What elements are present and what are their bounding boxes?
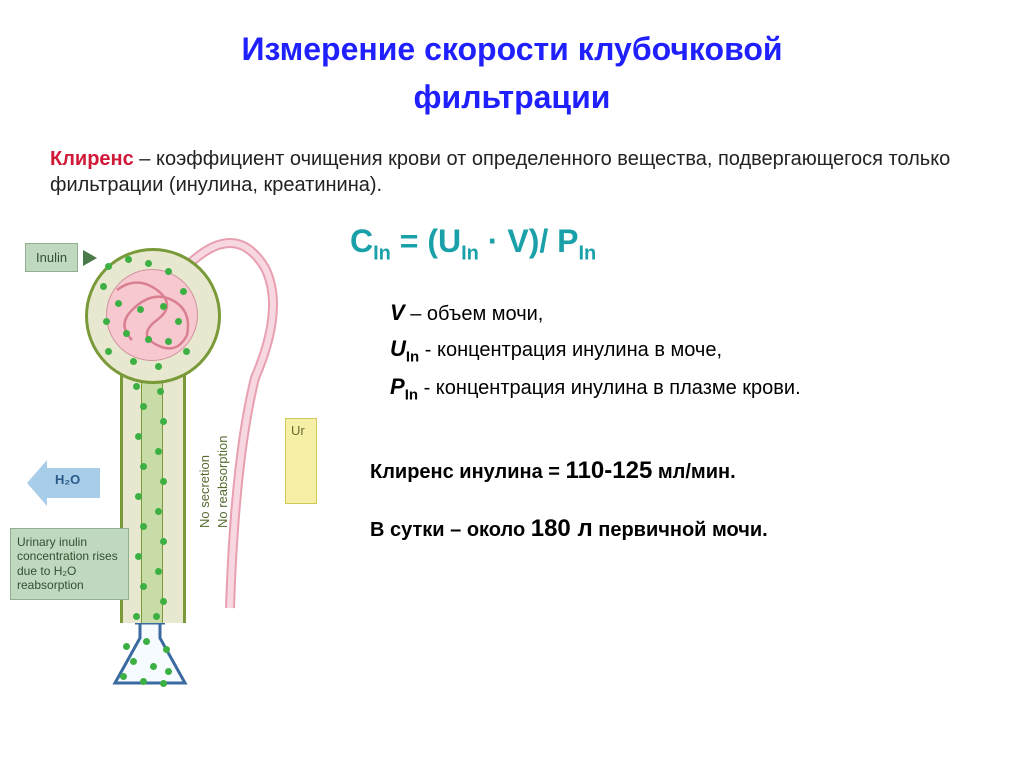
inulin-dot <box>135 493 142 500</box>
inulin-dot <box>133 383 140 390</box>
inulin-dot <box>123 643 130 650</box>
concentration-box: Urinary inulin concentration rises due t… <box>10 528 129 600</box>
inulin-dot <box>133 613 140 620</box>
def-v-text: – объем мочи, <box>405 303 544 325</box>
inulin-dot <box>140 523 147 530</box>
intro-paragraph: Клиренс – коэффициент очищения крови от … <box>0 121 1024 198</box>
daily-rest: первичной мочи. <box>593 519 768 541</box>
def-v-sym: V <box>390 300 405 325</box>
inulin-dot <box>155 568 162 575</box>
inulin-dot <box>183 348 190 355</box>
title-line-1: Измерение скорости клубочковой <box>241 31 782 67</box>
inulin-dot <box>140 583 147 590</box>
no-secretion-label: No secretion <box>197 455 212 528</box>
formula-close: )/ <box>529 223 557 259</box>
tubule <box>120 373 186 623</box>
daily-label: В сутки – около <box>370 519 531 541</box>
def-u-text: - концентрация инулина в моче, <box>419 339 722 361</box>
clearance-value-line: Клиренс инулина = 110-125 мл/мин. <box>370 457 1000 485</box>
inulin-dot <box>143 638 150 645</box>
term-clearance: Клиренс <box>50 148 134 170</box>
def-u-sym: UIn <box>390 336 419 361</box>
inulin-dot <box>160 418 167 425</box>
inulin-dot <box>160 680 167 687</box>
def-v: V – объем мочи, <box>390 295 1000 330</box>
intro-rest: – коэффициент очищения крови от определе… <box>50 148 950 196</box>
inulin-dot <box>155 508 162 515</box>
formula-dot: · <box>479 223 507 259</box>
formula-C: С <box>350 223 373 259</box>
inulin-dot <box>165 338 172 345</box>
clearance-value: 110-125 <box>566 457 653 484</box>
page-title: Измерение скорости клубочковой фильтраци… <box>0 0 1024 121</box>
title-line-2: фильтрации <box>414 79 611 115</box>
formula-U-sub: In <box>461 242 479 264</box>
inulin-dot <box>140 403 147 410</box>
inulin-dot <box>165 268 172 275</box>
formula-P-sub: In <box>578 242 596 264</box>
inulin-dot <box>175 318 182 325</box>
inulin-dot <box>105 263 112 270</box>
h2o-label: H₂O <box>55 472 80 487</box>
inulin-dot <box>103 318 110 325</box>
inulin-dot <box>115 300 122 307</box>
def-u: UIn - концентрация инулина в моче, <box>390 331 1000 369</box>
inulin-dot <box>100 283 107 290</box>
inulin-dot <box>153 613 160 620</box>
inulin-dot <box>157 388 164 395</box>
inulin-dot <box>105 348 112 355</box>
inulin-dot <box>137 306 144 313</box>
inulin-dot <box>180 288 187 295</box>
capillary-squiggle <box>107 270 197 360</box>
inulin-dot <box>155 448 162 455</box>
formula-V: V <box>507 223 528 259</box>
inulin-dot <box>160 478 167 485</box>
def-p-sym: РIn <box>390 374 418 399</box>
clearance-formula: СIn = (UIn · V)/ РIn <box>350 223 1000 265</box>
inulin-dot <box>125 256 132 263</box>
content-area: Inulin H₂O Urinary inulin concentrati <box>0 208 1024 708</box>
clearance-label: Клиренс инулина = <box>370 461 566 483</box>
inulin-dot <box>160 303 167 310</box>
inulin-dot <box>140 463 147 470</box>
right-panel: СIn = (UIn · V)/ РIn V – объем мочи, UIn… <box>320 223 1000 543</box>
def-p-text: - концентрация инулина в плазме крови. <box>418 377 801 399</box>
formula-C-sub: In <box>373 242 391 264</box>
inulin-dot <box>163 646 170 653</box>
urine-box: Ur <box>285 418 317 504</box>
inulin-dot <box>120 673 127 680</box>
inulin-dot <box>130 358 137 365</box>
inulin-dot <box>160 538 167 545</box>
inulin-dot <box>150 663 157 670</box>
formula-eq: = ( <box>391 223 438 259</box>
inulin-dot <box>130 658 137 665</box>
daily-value: 180 л <box>531 515 593 542</box>
daily-urine-line: В сутки – около 180 л первичной мочи. <box>370 515 1000 543</box>
inulin-dot <box>165 668 172 675</box>
inulin-dot <box>135 433 142 440</box>
inulin-dot <box>123 330 130 337</box>
inulin-dot <box>145 260 152 267</box>
clearance-unit: мл/мин. <box>652 461 735 483</box>
glomerulus-capillary <box>106 269 198 361</box>
formula-P: Р <box>557 223 578 259</box>
inulin-dot <box>140 678 147 685</box>
inulin-dot <box>160 598 167 605</box>
nephron-diagram: Inulin H₂O Urinary inulin concentrati <box>5 208 315 698</box>
def-p: РIn - концентрация инулина в плазме кров… <box>390 369 1000 407</box>
no-reabsorption-label: No reabsorption <box>215 436 230 529</box>
inulin-dot <box>155 363 162 370</box>
formula-U: U <box>438 223 461 259</box>
variable-definitions: V – объем мочи, UIn - концентрация инули… <box>390 295 1000 407</box>
inulin-dot <box>135 553 142 560</box>
inulin-dot <box>145 336 152 343</box>
